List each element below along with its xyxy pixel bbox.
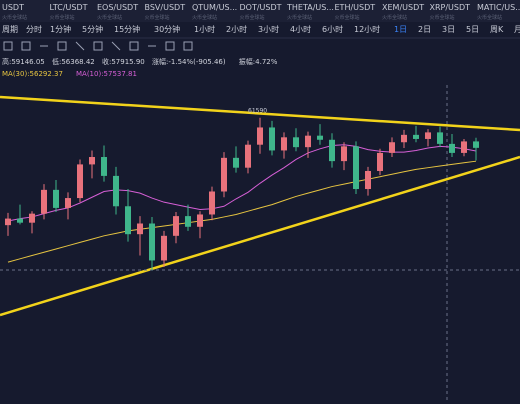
tab-sub: 火币全球站 xyxy=(287,14,312,21)
candle-body xyxy=(365,170,371,190)
tab-sub: 火币全球站 xyxy=(50,14,75,21)
candle-body xyxy=(257,127,263,145)
candle-body xyxy=(437,132,443,144)
period-button[interactable]: 1日 xyxy=(394,25,407,34)
candle-body xyxy=(245,144,251,168)
period-button[interactable]: 分时 xyxy=(26,24,42,34)
tab-sub: 火币全球站 xyxy=(97,14,122,21)
period-button[interactable]: 月K xyxy=(514,25,520,34)
candle-body xyxy=(449,143,455,153)
candle-body xyxy=(137,223,143,235)
period-button[interactable]: 12小时 xyxy=(354,24,380,34)
trend-line xyxy=(0,95,520,132)
ohlc-info: 涨幅:-1.54%(-905.46) xyxy=(152,57,226,66)
tab-symbol[interactable]: BSV/USDT xyxy=(145,3,186,12)
ma-line xyxy=(7,144,477,222)
candle-body xyxy=(77,164,83,199)
tab-sub: 火币全球站 xyxy=(2,14,27,21)
period-button[interactable]: 3日 xyxy=(442,25,455,34)
candle-body xyxy=(221,157,227,192)
tab-sub: 火币全球站 xyxy=(382,14,407,21)
period-button[interactable]: 1分钟 xyxy=(50,24,71,34)
peak-label: 61590 xyxy=(248,108,267,115)
ohlc-info: 低:56368.42 xyxy=(52,57,95,66)
candle-body xyxy=(353,146,359,190)
ma-legend: MA(10):57537.81 xyxy=(76,70,137,78)
period-button[interactable]: 3小时 xyxy=(258,24,279,34)
candle-body xyxy=(209,191,215,215)
tab-sub: 火币全球站 xyxy=(192,14,217,21)
candle-body xyxy=(473,141,479,148)
candle-body xyxy=(89,157,95,165)
ohlc-info: 高:59146.05 xyxy=(2,57,45,66)
period-button[interactable]: 2日 xyxy=(418,25,431,34)
tab-symbol[interactable]: MATIC/US... xyxy=(477,3,520,12)
trend-line xyxy=(0,155,520,317)
candle-body xyxy=(65,198,71,208)
tab-sub: 火币全球站 xyxy=(145,14,170,21)
period-button[interactable]: 6小时 xyxy=(322,24,343,34)
candle-body xyxy=(425,132,431,139)
candle-body xyxy=(185,216,191,227)
tab-symbol[interactable]: THETA/US... xyxy=(286,3,334,12)
candle-body xyxy=(341,146,347,162)
ui-text: USDT 火币全球站 LTC/USDT 火币全球站 EOS/USDT 火币全球站 BSV/U… xyxy=(2,3,520,78)
candle-body xyxy=(305,135,311,148)
candle-body xyxy=(197,214,203,227)
candle-body xyxy=(281,137,287,151)
tab-sub: 火币全球站 xyxy=(240,14,265,21)
candle-body xyxy=(413,134,419,139)
tab-symbol[interactable]: XEM/USDT xyxy=(382,3,424,12)
tab-symbol[interactable]: DOT/USDT xyxy=(240,3,282,12)
candle-body xyxy=(377,152,383,171)
ma-line xyxy=(7,160,477,263)
period-button[interactable]: 2小时 xyxy=(226,24,247,34)
period-button[interactable]: 5日 xyxy=(466,25,479,34)
tab-sub: 火币全球站 xyxy=(430,14,455,21)
period-button[interactable]: 周期 xyxy=(2,25,18,34)
candle-body xyxy=(317,135,323,140)
period-button[interactable]: 1小时 xyxy=(194,24,215,34)
period-button[interactable]: 周K xyxy=(490,25,504,34)
candle-body xyxy=(173,216,179,236)
candle-body xyxy=(401,134,407,143)
icon-row xyxy=(3,41,193,51)
candle-body xyxy=(149,223,155,261)
ohlc-info: 收:57915.90 xyxy=(102,57,145,66)
tab-symbol[interactable]: USDT xyxy=(2,3,24,12)
candle-body xyxy=(101,157,107,176)
tab-symbol[interactable]: ETH/USDT xyxy=(335,3,376,12)
ohlc-info: 振幅:4.72% xyxy=(239,57,278,66)
period-button[interactable]: 5分钟 xyxy=(82,24,103,34)
candle-body xyxy=(5,218,11,226)
candle-body xyxy=(389,142,395,153)
tab-bar xyxy=(0,0,520,22)
ma-legend: MA(30):56292.37 xyxy=(2,70,63,78)
candle-body xyxy=(17,218,23,223)
tab-sub: 火币全球站 xyxy=(335,14,360,21)
tab-symbol[interactable]: EOS/USDT xyxy=(97,3,138,12)
candle-body xyxy=(41,189,47,214)
candle-body xyxy=(125,206,131,235)
tab-sub: 火币全球站 xyxy=(477,14,502,21)
period-button[interactable]: 4小时 xyxy=(290,24,311,34)
candles: 61590 xyxy=(5,108,479,271)
candle-body xyxy=(29,213,35,223)
period-button[interactable]: 15分钟 xyxy=(114,24,140,34)
period-button[interactable]: 30分钟 xyxy=(154,24,180,34)
tab-symbol[interactable]: XRP/USDT xyxy=(430,3,471,12)
tab-symbol[interactable]: LTC/USDT xyxy=(50,3,88,12)
candle-body xyxy=(53,189,59,208)
candle-body xyxy=(293,137,299,148)
candle-body xyxy=(329,139,335,162)
candle-body xyxy=(461,141,467,153)
candle-body xyxy=(233,157,239,168)
candle-body xyxy=(161,235,167,261)
candle-body xyxy=(269,127,275,151)
candle-body xyxy=(113,175,119,207)
tab-symbol[interactable]: QTUM/US... xyxy=(192,3,237,12)
